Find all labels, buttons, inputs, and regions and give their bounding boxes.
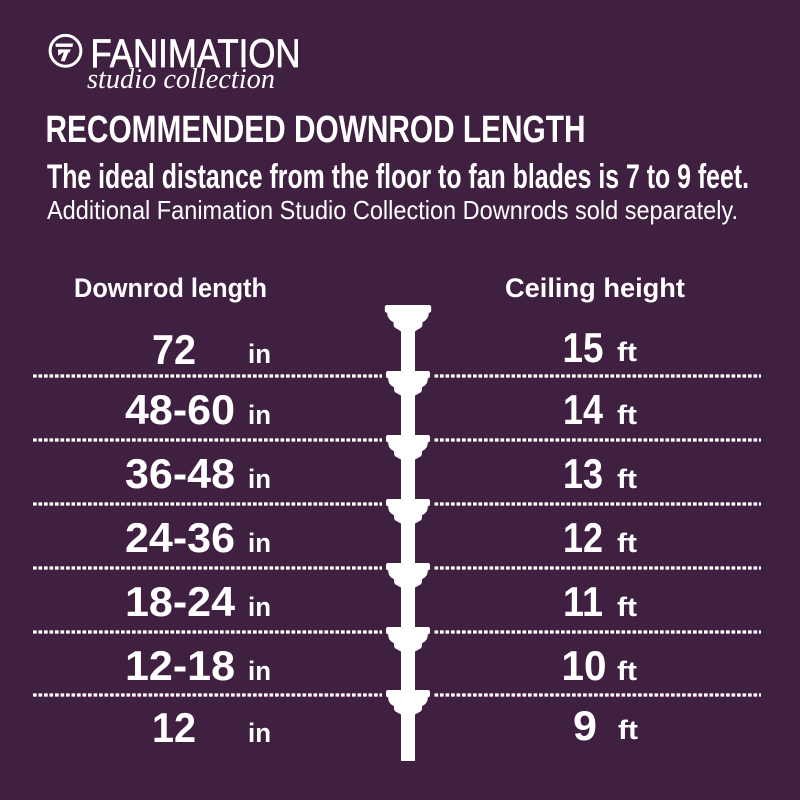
svg-text:ft: ft bbox=[617, 400, 637, 430]
svg-text:ft: ft bbox=[618, 715, 638, 745]
svg-text:RECOMMENDED DOWNROD LENGTH: RECOMMENDED DOWNROD LENGTH bbox=[46, 109, 586, 151]
svg-text:The ideal distance from the fl: The ideal distance from the floor to fan… bbox=[47, 158, 749, 196]
svg-text:12: 12 bbox=[563, 514, 603, 561]
svg-text:12: 12 bbox=[152, 704, 196, 751]
svg-text:ft: ft bbox=[617, 656, 637, 686]
svg-text:in: in bbox=[248, 339, 271, 369]
svg-text:48-60: 48-60 bbox=[125, 386, 235, 433]
svg-text:11: 11 bbox=[563, 578, 603, 625]
svg-text:72: 72 bbox=[152, 326, 196, 373]
svg-text:in: in bbox=[248, 592, 271, 622]
svg-text:ft: ft bbox=[617, 528, 637, 558]
svg-text:ft: ft bbox=[617, 464, 637, 494]
svg-text:in: in bbox=[248, 656, 271, 686]
svg-text:36-48: 36-48 bbox=[125, 450, 235, 497]
svg-text:Additional Fanimation Studio C: Additional Fanimation Studio Collection … bbox=[47, 195, 738, 225]
svg-text:Ceiling height: Ceiling height bbox=[505, 273, 685, 303]
svg-text:15: 15 bbox=[563, 324, 604, 371]
svg-text:9: 9 bbox=[573, 702, 597, 749]
svg-text:in: in bbox=[248, 718, 271, 748]
svg-text:18-24: 18-24 bbox=[125, 578, 236, 625]
svg-text:in: in bbox=[248, 528, 271, 558]
svg-text:13: 13 bbox=[563, 450, 603, 497]
svg-text:in: in bbox=[248, 400, 271, 430]
svg-text:in: in bbox=[248, 464, 271, 494]
svg-text:14: 14 bbox=[563, 386, 604, 433]
svg-text:studio collection: studio collection bbox=[87, 64, 275, 95]
svg-text:ft: ft bbox=[617, 337, 637, 367]
svg-text:ft: ft bbox=[617, 592, 637, 622]
svg-text:12-18: 12-18 bbox=[125, 642, 235, 689]
svg-text:Downrod length: Downrod length bbox=[74, 273, 267, 303]
svg-text:FANIMATION: FANIMATION bbox=[91, 32, 301, 76]
svg-text:10: 10 bbox=[562, 642, 607, 689]
svg-text:24-36: 24-36 bbox=[125, 514, 235, 561]
